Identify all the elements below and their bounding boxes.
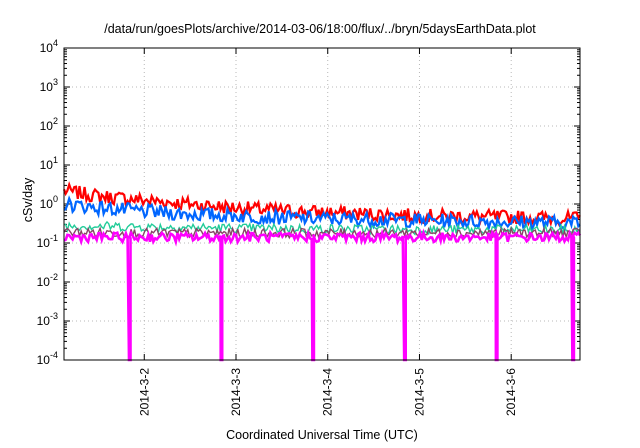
x-tick-label: 2014-3-5 <box>412 368 426 416</box>
y-tick-label: 10-4 <box>37 350 58 367</box>
y-tick-label: 10-2 <box>37 272 58 289</box>
series-line-4 <box>63 228 582 362</box>
series-line-0 <box>62 181 581 228</box>
y-tick-label: 102 <box>40 116 58 133</box>
y-tick-label: 10-3 <box>37 311 58 328</box>
x-axis-label: Coordinated Universal Time (UTC) <box>226 428 418 442</box>
x-tick-label: 2014-3-4 <box>321 368 335 416</box>
x-tick-label: 2014-3-2 <box>137 368 151 416</box>
y-tick-label: 104 <box>40 38 58 55</box>
y-tick-label: 10-1 <box>37 233 58 250</box>
y-tick-label: 100 <box>40 194 58 211</box>
plot-frame <box>63 47 581 361</box>
y-tick-label: 101 <box>40 155 58 172</box>
series-line-1 <box>63 195 581 233</box>
y-tick-label: 103 <box>40 77 58 94</box>
chart-title: /data/run/goesPlots/archive/2014-03-06/1… <box>104 22 536 36</box>
x-tick-label: 2014-3-3 <box>229 368 243 416</box>
x-tick-label: 2014-3-6 <box>504 368 518 416</box>
